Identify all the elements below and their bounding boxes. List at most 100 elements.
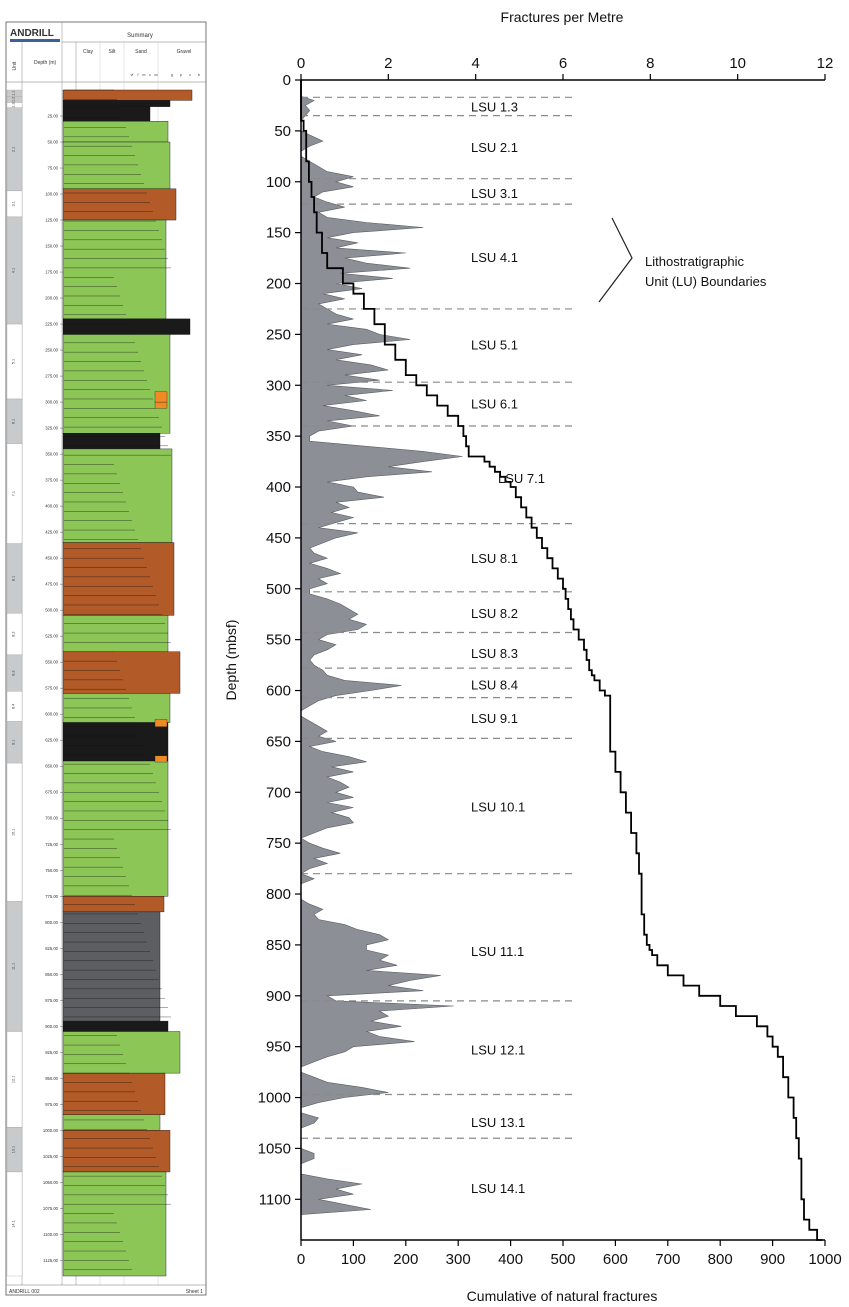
sand-subclass-header: vf: [131, 73, 134, 77]
top-tick-label: 6: [559, 55, 567, 72]
depth-label: 800.00: [45, 920, 58, 925]
stratum-block: [62, 448, 173, 543]
unit-label: LSU 9.1: [471, 711, 518, 726]
y-tick-label: 200: [266, 276, 291, 293]
unit-label: LSU 8.1: [471, 551, 518, 566]
gravel-subclass-header: p: [180, 73, 182, 77]
unit-label: LSU 14.1: [471, 1181, 525, 1196]
top-tick-label: 4: [471, 55, 479, 72]
bottom-tick-label: 900: [760, 1251, 785, 1268]
y-tick-label: 500: [266, 581, 291, 598]
y-tick-label: 750: [266, 835, 291, 852]
top-tick-label: 0: [297, 55, 305, 72]
unit-cell-label: 4.1: [12, 268, 16, 273]
stratum-block: [62, 141, 171, 190]
gravel-subclass-header: g: [171, 73, 173, 77]
y-tick-label: 50: [274, 123, 291, 140]
depth-label: 850.00: [45, 972, 58, 977]
fracture-frequency-fill: [300, 80, 463, 1215]
callout-line-1: Lithostratigraphic: [645, 254, 744, 269]
callout-bracket: [598, 217, 633, 303]
depth-label: 825.00: [45, 946, 58, 951]
top-tick-label: 10: [729, 55, 746, 72]
depth-label: 425.00: [45, 530, 58, 535]
unit-cell-label: 8.1: [12, 576, 16, 581]
stratum-block: [62, 121, 169, 143]
grain-class-header: Sand: [135, 49, 147, 55]
depth-label: 450.00: [45, 556, 58, 561]
stratum-block: [62, 760, 169, 897]
y-tick-label: 1100: [259, 1191, 291, 1208]
unit-cell-label: 2.1: [12, 147, 16, 152]
depth-label: 600.00: [45, 712, 58, 717]
depth-label: 550.00: [45, 660, 58, 665]
bottom-tick-label: 600: [603, 1251, 628, 1268]
unit-cell-label: 3.1: [12, 201, 16, 206]
top-axis-title: Fractures per Metre: [501, 9, 624, 25]
unit-label: LSU 8.4: [471, 677, 518, 692]
depth-label: 75.00: [48, 166, 59, 171]
unit-label: LSU 5.1: [471, 338, 518, 353]
core-log-footer-left: ANDRILL 002: [9, 1289, 40, 1295]
unit-boundaries: [301, 96, 572, 1139]
stratum-block: [62, 1072, 166, 1115]
depth-column-header: Depth (m): [34, 60, 57, 66]
y-tick-label: 800: [266, 886, 291, 903]
core-log-brand-bar: [10, 39, 60, 42]
core-log-depth-column: 25.00 50.00 75.00 100.00 125.00 150.00 175.00 2…: [43, 114, 63, 1263]
y-tick-label: 150: [266, 225, 291, 242]
depth-label: 700.00: [45, 816, 58, 821]
stratum-block: [62, 318, 191, 335]
unit-cell-label: 13.1: [12, 1146, 16, 1153]
unit-cell-label: 8.3: [12, 670, 16, 675]
grain-class-header: Silt: [109, 49, 117, 55]
y-tick-label: 650: [266, 733, 291, 750]
sand-subclass-header: f: [138, 73, 139, 77]
depth-label: 250.00: [45, 348, 58, 353]
depth-label: 950.00: [45, 1076, 58, 1081]
fracture-chart: Fractures per Metre Cumulative of natura…: [223, 9, 842, 1304]
y-tick-label: 450: [266, 530, 291, 547]
stratum-block: [62, 911, 161, 1022]
unit-label: LSU 12.1: [471, 1043, 525, 1058]
y-tick-label: 700: [266, 784, 291, 801]
unit-cell-label: 11.1: [12, 963, 16, 970]
core-log-footer-right: Sheet 1: [186, 1289, 203, 1295]
gravel-subclass-header: c: [189, 73, 191, 77]
depth-label: 1000.00: [43, 1128, 59, 1133]
top-tick-label: 8: [646, 55, 654, 72]
depth-label: 225.00: [45, 322, 58, 327]
depth-label: 275.00: [45, 374, 58, 379]
y-tick-label: 250: [266, 326, 291, 343]
depth-label: 375.00: [45, 478, 58, 483]
stratum-highlight: [154, 755, 168, 763]
unit-cell-label: 14.1: [12, 1220, 16, 1227]
unit-label: LSU 6.1: [471, 397, 518, 412]
stratum-block: [62, 334, 171, 434]
unit-label: LSU 8.2: [471, 606, 518, 621]
stratum-block: [62, 896, 165, 913]
stratum-block: [62, 89, 193, 101]
bottom-tick-label: 200: [393, 1251, 418, 1268]
unit-cell-label: 8.4: [12, 704, 16, 709]
sand-subclass-header: m: [143, 73, 146, 77]
unit-cell-label: 7.1: [12, 491, 16, 496]
stratum-block: [62, 1171, 167, 1277]
unit-cell-label: 5.1: [12, 359, 16, 364]
y-tick-label: 1050: [258, 1140, 291, 1157]
y-tick-label: 600: [266, 683, 291, 700]
depth-label: 150.00: [45, 244, 58, 249]
stratum-block: [62, 1031, 181, 1074]
depth-label: 1075.00: [43, 1206, 59, 1211]
depth-label: 475.00: [45, 582, 58, 587]
depth-label: 400.00: [45, 504, 58, 509]
unit-label: LSU 2.1: [471, 140, 518, 155]
y-tick-label: 100: [266, 174, 291, 191]
core-log-header-title: Summary: [127, 33, 153, 39]
depth-label: 1050.00: [43, 1180, 59, 1185]
y-axis-title: Depth (mbsf): [223, 620, 239, 701]
unit-cell-label: 6.1: [12, 419, 16, 424]
depth-label: 575.00: [45, 686, 58, 691]
unit-cell-label: 1.2: [12, 97, 16, 102]
depth-label: 300.00: [45, 400, 58, 405]
